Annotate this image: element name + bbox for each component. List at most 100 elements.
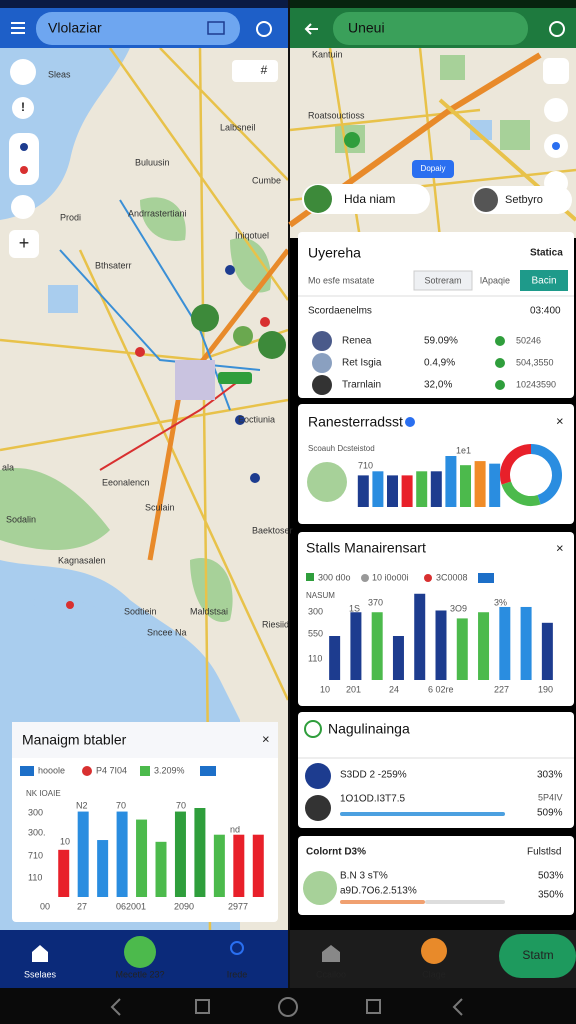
right-map-part [412, 160, 454, 178]
legend-label: P4 7I04 [96, 765, 127, 775]
marker[interactable] [302, 184, 430, 214]
avatar [474, 188, 498, 212]
legend-label: 300 d0o [318, 572, 351, 582]
button-label[interactable]: Bacin [531, 276, 556, 287]
back-icon[interactable] [304, 23, 318, 35]
nav-button[interactable] [499, 934, 576, 978]
map-controls-part[interactable]: + [19, 233, 30, 253]
nav-label[interactable]: Ccailoo [316, 969, 346, 979]
card [298, 232, 574, 398]
bar-label: 370 [368, 597, 383, 607]
avatar [312, 331, 332, 351]
button-label[interactable]: lApaqie [480, 275, 510, 285]
row-value: 5P4IV [538, 792, 563, 802]
menu-icon[interactable] [11, 22, 25, 34]
map-controls[interactable]: ! + # [9, 59, 278, 258]
map-controls-part[interactable] [20, 143, 28, 151]
card-title: Ranesterradsst [308, 414, 403, 430]
nav-icon[interactable] [421, 938, 447, 964]
bar [416, 471, 428, 507]
map-controls-part[interactable] [11, 195, 35, 219]
close-icon[interactable]: × [556, 540, 564, 555]
settings-icon[interactable] [256, 21, 272, 37]
home-icon[interactable] [322, 945, 340, 962]
legend-swatch [82, 766, 92, 776]
map-controls-part[interactable] [543, 58, 569, 84]
map-controls-part[interactable] [9, 230, 39, 258]
search-text: Vlolaziar [48, 20, 102, 36]
row-percent: 32,0% [424, 380, 452, 391]
x-tick-label: 24 [389, 684, 399, 694]
map-label: Sculain [145, 502, 175, 512]
status-bar [290, 0, 576, 8]
x-tick-label: 2977 [228, 901, 248, 911]
map-label: Sleas [48, 69, 71, 79]
row-icon [495, 380, 505, 390]
nav-label[interactable]: Sselaes [24, 969, 57, 979]
legend-label: hooole [38, 765, 65, 775]
settings-icon[interactable] [549, 21, 565, 37]
right-map-part [470, 120, 492, 140]
nav-label[interactable]: Statm [522, 948, 553, 962]
bar [489, 463, 501, 507]
bars [58, 808, 264, 897]
map-icon[interactable] [207, 21, 225, 35]
button-label[interactable]: Sotreram [424, 275, 461, 285]
nav-label[interactable]: Irede [227, 969, 248, 979]
button[interactable] [520, 270, 568, 291]
map-controls-part[interactable] [552, 142, 560, 150]
bar [350, 612, 362, 680]
map-controls-part[interactable] [232, 60, 278, 82]
nav-label[interactable]: Clage [422, 969, 446, 979]
back-button[interactable] [452, 998, 463, 1016]
search-box[interactable] [36, 12, 240, 45]
card [298, 836, 574, 915]
map-label: Eeonalencn [102, 477, 150, 487]
map-label: Dopaiy [421, 164, 446, 173]
close-icon[interactable]: × [556, 413, 564, 428]
icon [304, 720, 322, 738]
recents-button[interactable] [195, 999, 210, 1014]
bar-label: 3O9 [450, 603, 467, 613]
button[interactable] [413, 270, 473, 291]
close-icon[interactable]: × [262, 731, 270, 746]
call-button[interactable] [124, 936, 156, 968]
left-map-part [48, 285, 78, 313]
map-controls-part[interactable] [12, 97, 34, 119]
search-text: Uneui [348, 20, 385, 36]
x-tick-label: 6 02re [428, 684, 454, 694]
back-button[interactable] [110, 998, 121, 1016]
map-controls-part[interactable]: # [261, 63, 268, 77]
marker-label: Setbyro [505, 194, 543, 206]
bar-label: nd [230, 824, 240, 834]
left-map-part [225, 265, 235, 275]
map-controls-part[interactable]: ! [21, 100, 25, 114]
bar-label: 3% [494, 597, 507, 607]
progress-bar [340, 900, 425, 904]
y-tick-label: 110 [308, 653, 322, 663]
map-controls-part[interactable] [9, 133, 39, 185]
rows: Renea 59.09% 50246 Ret Isgia 0.4,9% 504,3550 T… [312, 331, 556, 395]
home-button[interactable] [278, 997, 298, 1017]
marker[interactable] [472, 186, 572, 214]
map-controls-part[interactable] [544, 98, 568, 122]
map-controls-part[interactable] [20, 166, 28, 174]
donut-slice [530, 444, 562, 505]
card-title: Colornt D3% [306, 847, 366, 858]
row-value: 509% [537, 808, 563, 819]
bar [474, 461, 486, 507]
avatar [307, 462, 347, 502]
right-map-part [500, 120, 530, 150]
nav-icon[interactable] [230, 941, 244, 955]
bar [445, 456, 457, 507]
home-icon[interactable] [32, 945, 48, 962]
map-controls-part[interactable] [10, 59, 36, 85]
nav-label[interactable]: Mecetle 23? [115, 969, 164, 979]
donut [500, 444, 562, 506]
recents-button[interactable] [366, 999, 381, 1014]
map-label: Eoctiunia [238, 414, 275, 424]
search-box[interactable] [333, 12, 528, 45]
system-nav [0, 988, 576, 1024]
y-tick-label: 300 [28, 807, 43, 817]
legend-swatch [140, 766, 150, 776]
